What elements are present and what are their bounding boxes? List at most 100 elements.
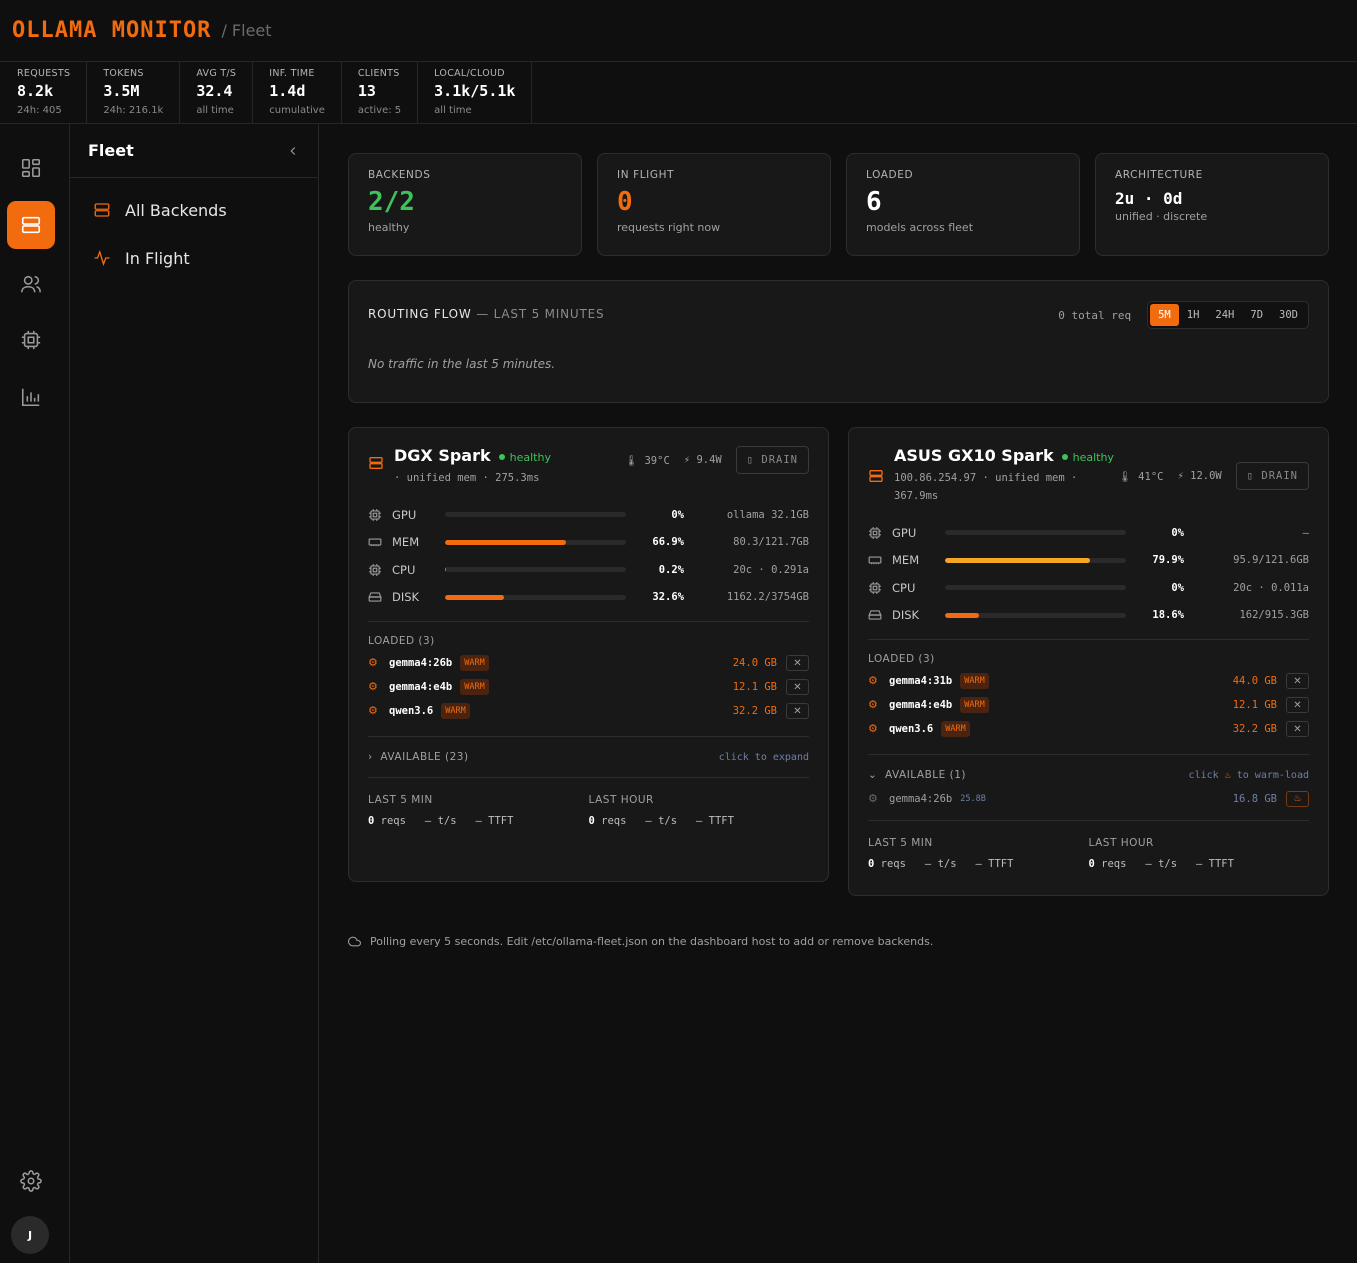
range-tab-24h[interactable]: 24H xyxy=(1215,309,1235,321)
card-sub: requests right now xyxy=(617,221,721,234)
model-name: gemma4:31b xyxy=(889,675,953,687)
warm-load-button[interactable]: ♨ xyxy=(1286,790,1309,807)
stat-sub: cumulative xyxy=(269,105,325,116)
hint-post: to warm-load xyxy=(1236,769,1309,781)
close-icon: ✕ xyxy=(793,681,802,693)
backends-card: BACKENDS 2/2 healthy xyxy=(348,153,582,256)
metric-bar xyxy=(445,539,626,545)
stat-label: REQUESTS xyxy=(17,68,71,79)
settings-button[interactable] xyxy=(7,1157,55,1205)
bar-chart-icon xyxy=(21,388,40,407)
unload-button[interactable]: ✕ xyxy=(1286,721,1309,737)
warm-badge: WARM xyxy=(441,703,470,719)
routing-title-text: ROUTING FLOW xyxy=(368,307,472,321)
metric-percent: 0% xyxy=(671,508,684,521)
status-badge: healthy xyxy=(499,451,551,464)
metric-bar-fill xyxy=(445,539,567,545)
list-item: ⚙ gemma4:26b 25.8B 16.8 GB ♨ xyxy=(868,787,1309,821)
backend-meta-line2: 367.9ms xyxy=(894,490,939,502)
nav-item-in-flight[interactable]: In Flight xyxy=(70,234,318,282)
model-size: 44.0 GB xyxy=(1232,675,1277,687)
temperature-readout: 🌡︎ 39°C xyxy=(625,454,670,467)
range-tab-5m[interactable]: 5M xyxy=(1150,304,1179,326)
ttft-value: — TTFT xyxy=(696,815,734,827)
metric-percent: 66.9% xyxy=(652,536,684,549)
close-icon: ✕ xyxy=(793,705,802,717)
backend-telemetry: 🌡︎ 41°C ⚡︎ 12.0W ▯ DRAIN xyxy=(1119,462,1309,490)
analytics-nav-button[interactable] xyxy=(7,373,55,421)
available-toggle[interactable]: › AVAILABLE (23) click to expand xyxy=(368,736,809,778)
fleet-nav-panel: Fleet All Backends In Flight xyxy=(70,124,319,1263)
card-label: LOADED xyxy=(866,169,914,181)
warm-badge: WARM xyxy=(960,697,989,713)
drain-button[interactable]: ▯ DRAIN xyxy=(1235,462,1309,490)
avatar[interactable]: J xyxy=(11,1216,49,1254)
metric-name: MEM xyxy=(392,535,420,550)
model-name: qwen3.6 xyxy=(889,723,934,735)
unload-button[interactable]: ✕ xyxy=(786,703,809,719)
loaded-card: LOADED 6 models across fleet xyxy=(846,153,1080,256)
available-title: ⌄ AVAILABLE (1) xyxy=(868,769,966,781)
stat-sub: active: 5 xyxy=(357,105,402,116)
nav-item-all-backends[interactable]: All Backends xyxy=(70,186,318,234)
card-value: 0 xyxy=(617,187,633,217)
status-badge: healthy xyxy=(1062,451,1114,464)
stat-label: INF. TIME xyxy=(269,68,315,79)
window-label: LAST 5 MIN xyxy=(868,837,933,849)
window-values: 0 reqs — t/s — TTFT xyxy=(589,815,810,827)
stat-label: CLIENTS xyxy=(357,68,400,79)
stat-value: 3.5M xyxy=(103,82,140,100)
temperature-readout: 🌡︎ 41°C xyxy=(1119,470,1164,483)
metric-name: DISK xyxy=(392,590,420,605)
card-value: 2/2 xyxy=(368,187,415,217)
window-values: 0 reqs — t/s — TTFT xyxy=(868,858,1089,870)
model-gear-icon: ⚙ xyxy=(868,698,878,711)
hardware-nav-button[interactable] xyxy=(7,316,55,364)
metric-bar xyxy=(945,612,1126,618)
metric-percent: 0% xyxy=(1171,581,1184,594)
users-icon xyxy=(21,275,41,293)
model-gear-icon: ⚙ xyxy=(368,680,378,693)
dashboard-icon xyxy=(21,158,41,178)
routing-flow-panel: ROUTING FLOW — LAST 5 MINUTES 0 total re… xyxy=(348,280,1329,403)
card-label: IN FLIGHT xyxy=(617,169,675,181)
expand-hint[interactable]: click to expand xyxy=(718,751,809,763)
unload-button[interactable]: ✕ xyxy=(1286,673,1309,689)
metric-disk: DISK 32.6% 1162.2/3754GB xyxy=(368,584,809,612)
resource-metrics: GPU 0% — MEM 79.9% 95.9/121.6GB CPU 0% xyxy=(868,519,1309,640)
chevron-right-icon: › xyxy=(368,751,373,763)
reqs-value: 0 xyxy=(1088,858,1095,870)
clients-nav-button[interactable] xyxy=(7,260,55,308)
model-name: qwen3.6 xyxy=(389,705,434,717)
loaded-title: LOADED (3) xyxy=(368,635,435,647)
cloud-icon xyxy=(348,936,361,947)
range-tabs: 5M 1H 24H 7D 30D xyxy=(1147,301,1309,329)
unload-button[interactable]: ✕ xyxy=(786,679,809,695)
reqs-unit: reqs xyxy=(880,858,906,870)
stat-tokens: TOKENS 3.5M 24h: 216.1k xyxy=(87,62,181,123)
unload-button[interactable]: ✕ xyxy=(786,655,809,671)
unload-button[interactable]: ✕ xyxy=(1286,697,1309,713)
server-icon xyxy=(869,470,883,482)
dashboard-nav-button[interactable] xyxy=(7,144,55,192)
metric-percent: 18.6% xyxy=(1152,609,1184,622)
available-toggle[interactable]: ⌄ AVAILABLE (1) click ♨ to warm-load xyxy=(868,754,1309,787)
drain-button[interactable]: ▯ DRAIN xyxy=(735,446,809,474)
range-tab-1h[interactable]: 1H xyxy=(1186,309,1200,321)
nav-header: Fleet xyxy=(70,124,318,178)
metric-cpu: CPU 0.2% 20c · 0.291a xyxy=(368,556,809,584)
range-tab-7d[interactable]: 7D xyxy=(1250,309,1264,321)
loaded-models: ⚙ gemma4:31b WARM 44.0 GB ✕ ⚙ gemma4:e4b… xyxy=(868,669,1309,741)
backend-name: DGX Spark xyxy=(394,446,491,465)
chevron-left-icon[interactable] xyxy=(286,144,300,158)
metric-detail: 1162.2/3754GB xyxy=(726,591,809,604)
stat-local-cloud: LOCAL/CLOUD 3.1k/5.1k all time xyxy=(418,62,533,123)
range-tab-30d[interactable]: 30D xyxy=(1279,309,1298,321)
close-icon: ✕ xyxy=(1293,675,1302,687)
app-brand[interactable]: OLLAMA MONITOR xyxy=(12,18,212,43)
fleet-nav-button[interactable] xyxy=(7,201,55,249)
metric-bar xyxy=(945,585,1126,591)
disk-icon xyxy=(368,592,382,602)
polling-footer: Polling every 5 seconds. Edit /etc/ollam… xyxy=(348,935,933,948)
warm-badge: WARM xyxy=(460,655,489,671)
